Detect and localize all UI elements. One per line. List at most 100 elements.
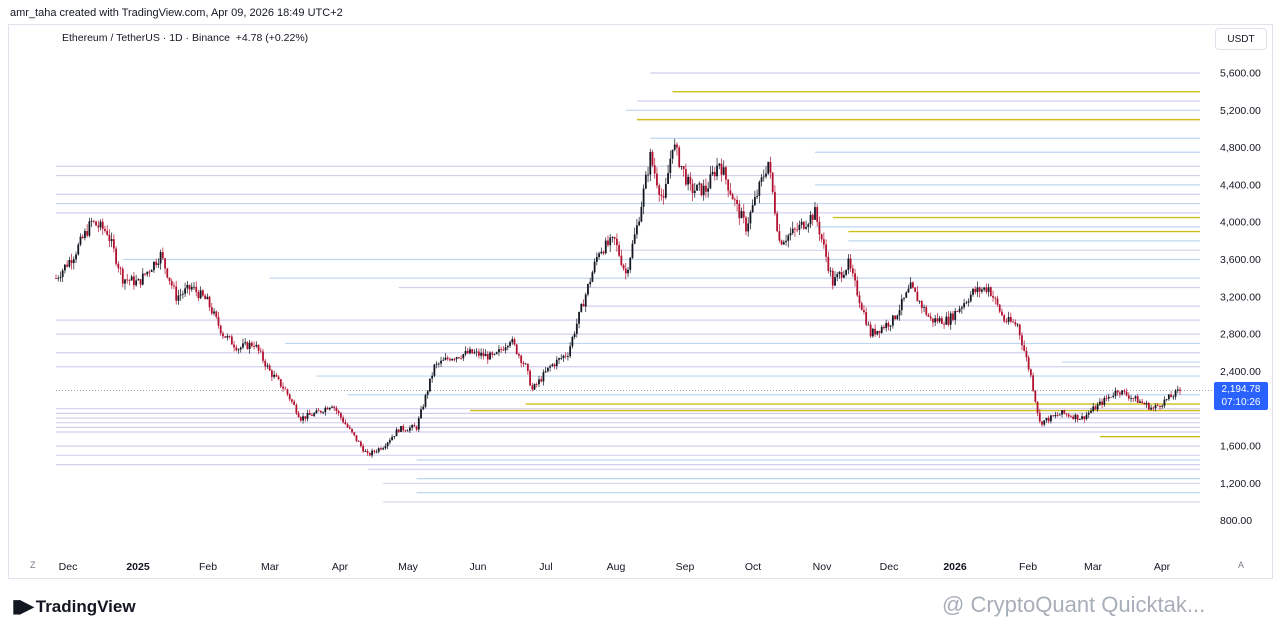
candle bbox=[195, 281, 198, 297]
candle bbox=[838, 270, 841, 279]
candle bbox=[782, 239, 785, 245]
candle bbox=[1043, 420, 1046, 427]
candle bbox=[963, 298, 966, 310]
candle bbox=[55, 274, 57, 279]
candle bbox=[168, 277, 171, 285]
candle bbox=[647, 166, 649, 183]
price-tick-label: 4,800.00 bbox=[1220, 142, 1261, 154]
candle bbox=[983, 287, 986, 292]
candle bbox=[972, 288, 974, 297]
candle bbox=[546, 367, 549, 373]
candle bbox=[943, 321, 945, 329]
symbol-legend: Ethereum / TetherUS · 1D · Binance +4.78… bbox=[62, 32, 308, 44]
currency-button[interactable]: USDT bbox=[1215, 28, 1267, 50]
candle bbox=[380, 446, 382, 451]
candle bbox=[869, 321, 872, 338]
candle bbox=[1114, 387, 1117, 399]
candle bbox=[1052, 415, 1055, 417]
candle bbox=[233, 340, 235, 352]
tradingview-logo-icon: ▮▶ bbox=[12, 596, 34, 616]
candle bbox=[1094, 404, 1097, 410]
candle bbox=[159, 249, 162, 270]
candle bbox=[386, 441, 389, 450]
bar-countdown: 07:10:26 bbox=[1221, 397, 1261, 408]
candle bbox=[952, 311, 954, 322]
candle bbox=[59, 271, 62, 282]
candle bbox=[357, 439, 360, 442]
candle bbox=[615, 233, 618, 252]
candle bbox=[644, 171, 647, 190]
candle bbox=[244, 338, 247, 346]
last-price-label: 2,194.78 07:10:26 bbox=[1214, 382, 1268, 410]
candle bbox=[1125, 388, 1128, 397]
candle bbox=[444, 353, 447, 361]
candle bbox=[1065, 413, 1068, 417]
chart-panel[interactable] bbox=[8, 24, 1273, 579]
candle bbox=[384, 443, 387, 450]
candle bbox=[1027, 355, 1030, 372]
candle bbox=[680, 166, 683, 170]
candle bbox=[302, 412, 304, 424]
candle bbox=[956, 310, 959, 313]
candle bbox=[520, 354, 523, 368]
candle bbox=[150, 269, 153, 272]
candle bbox=[193, 281, 195, 290]
candle bbox=[1163, 396, 1166, 408]
candle bbox=[584, 292, 587, 312]
candle bbox=[920, 300, 923, 314]
price-tick-label: 5,600.00 bbox=[1220, 68, 1261, 80]
candle bbox=[722, 160, 725, 176]
candle bbox=[79, 233, 82, 247]
candle bbox=[624, 262, 627, 280]
candle bbox=[656, 167, 658, 189]
candle bbox=[1063, 409, 1066, 415]
candle bbox=[582, 299, 585, 307]
candle bbox=[339, 412, 342, 421]
auto-scale-button[interactable]: A bbox=[1238, 560, 1245, 570]
candle bbox=[451, 358, 454, 362]
candle bbox=[555, 356, 558, 370]
candle bbox=[124, 278, 126, 290]
candle bbox=[1119, 390, 1121, 398]
candle bbox=[622, 263, 625, 271]
candle bbox=[1123, 388, 1126, 395]
candle bbox=[740, 207, 743, 219]
candle bbox=[524, 362, 527, 365]
candle bbox=[912, 281, 914, 289]
candle bbox=[493, 353, 496, 356]
time-tick-label: Apr bbox=[1154, 561, 1171, 573]
tradingview-logo: ▮▶ TradingView bbox=[12, 596, 136, 617]
zoom-reset-button[interactable]: Z bbox=[30, 560, 36, 570]
candle bbox=[969, 290, 972, 303]
candle bbox=[404, 429, 407, 433]
candle bbox=[355, 435, 358, 443]
candle bbox=[391, 434, 393, 441]
candle bbox=[840, 266, 843, 283]
candle bbox=[139, 279, 142, 288]
candle bbox=[226, 333, 229, 341]
candle bbox=[843, 270, 845, 279]
candle bbox=[954, 308, 957, 325]
candle bbox=[288, 393, 291, 402]
candle bbox=[237, 348, 240, 354]
candle bbox=[794, 227, 796, 237]
candle bbox=[542, 369, 545, 386]
candle bbox=[362, 443, 365, 453]
candle bbox=[130, 274, 133, 281]
candle bbox=[1025, 347, 1028, 362]
candle bbox=[433, 363, 436, 378]
candle bbox=[802, 221, 805, 231]
candle bbox=[836, 271, 839, 282]
candle bbox=[1145, 400, 1148, 408]
candle bbox=[1041, 420, 1043, 427]
candle bbox=[466, 347, 469, 354]
candle bbox=[631, 239, 634, 260]
candle bbox=[762, 169, 765, 182]
candle bbox=[1105, 395, 1108, 402]
candle bbox=[119, 266, 122, 276]
candle bbox=[161, 247, 164, 261]
candle bbox=[745, 215, 747, 236]
candle bbox=[518, 352, 520, 359]
candle bbox=[1021, 332, 1023, 351]
